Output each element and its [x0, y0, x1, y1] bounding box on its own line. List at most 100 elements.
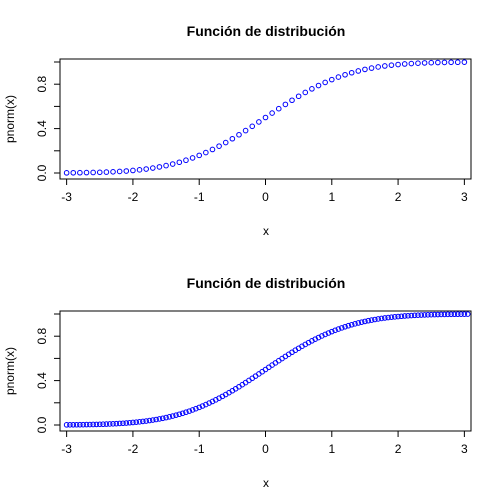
data-point	[289, 97, 295, 104]
data-point	[332, 327, 338, 334]
data-point	[130, 167, 136, 174]
data-point	[398, 313, 405, 320]
data-point	[299, 343, 305, 350]
data-point	[461, 311, 468, 317]
data-point	[355, 68, 362, 74]
data-point	[183, 157, 189, 164]
data-point	[63, 170, 70, 176]
data-point	[120, 420, 126, 427]
data-point	[83, 169, 90, 176]
data-point	[199, 403, 206, 409]
data-point	[100, 421, 106, 428]
data-point	[451, 311, 458, 318]
data-point	[80, 421, 87, 428]
data-point	[163, 162, 169, 169]
data-point	[348, 69, 355, 76]
data-point	[319, 333, 325, 339]
data-point	[411, 312, 418, 319]
data-point	[87, 421, 93, 428]
data-point	[150, 417, 156, 423]
data-point	[232, 385, 239, 392]
data-point	[249, 123, 256, 130]
data-point	[126, 419, 133, 426]
x-tick-label: 0	[262, 190, 269, 204]
data-point	[368, 65, 375, 71]
data-point	[435, 59, 441, 66]
data-point	[315, 82, 322, 89]
bottom-plot-x-axis: -3 -2 -1 0 1 2 3	[61, 431, 468, 456]
data-point	[388, 62, 395, 68]
data-point	[196, 404, 203, 411]
x-tick-label: -1	[194, 442, 205, 456]
data-point	[236, 131, 242, 138]
data-point	[136, 167, 143, 173]
data-point	[256, 119, 262, 125]
data-point	[454, 311, 461, 318]
data-point	[239, 381, 246, 388]
data-point	[156, 164, 163, 170]
data-point	[169, 413, 176, 419]
data-point	[292, 347, 299, 354]
data-point	[401, 61, 408, 67]
data-point	[448, 59, 454, 66]
bottom-plot-ylabel: pnorm(x)	[3, 347, 17, 395]
data-point	[77, 421, 83, 428]
y-tick-label: 0.0	[35, 416, 49, 433]
data-point	[408, 312, 415, 319]
data-point	[262, 114, 269, 121]
data-point	[401, 313, 408, 319]
x-tick-label: -3	[61, 190, 72, 204]
data-point	[189, 155, 196, 161]
data-point	[444, 311, 451, 318]
data-point	[368, 317, 375, 323]
x-tick-label: 2	[395, 442, 402, 456]
data-point	[395, 313, 401, 320]
data-point	[186, 408, 193, 414]
data-point	[382, 63, 388, 69]
data-point	[123, 420, 130, 426]
data-point	[335, 326, 342, 332]
y-tick-label: 0.4	[35, 120, 49, 137]
data-point	[93, 421, 100, 428]
data-point	[328, 328, 335, 335]
data-point	[206, 400, 212, 406]
data-point	[103, 421, 110, 427]
data-point	[116, 420, 123, 427]
data-point	[222, 139, 229, 146]
data-point	[279, 355, 285, 362]
data-point	[342, 323, 348, 330]
data-point	[428, 59, 435, 66]
data-point	[216, 143, 222, 149]
data-point	[272, 360, 279, 366]
data-point	[67, 422, 73, 428]
data-point	[203, 401, 209, 408]
data-point	[242, 127, 249, 134]
data-point	[140, 418, 146, 425]
data-point	[269, 110, 275, 116]
data-point	[189, 407, 196, 413]
data-point	[209, 146, 216, 153]
top-plot-xlabel: x	[263, 224, 269, 238]
data-point	[365, 317, 372, 324]
top-plot-points	[63, 59, 468, 176]
data-point	[259, 368, 265, 375]
data-point	[421, 60, 428, 66]
top-plot-ylabel: pnorm(x)	[3, 95, 17, 143]
top-plot-frame	[59, 58, 472, 180]
data-point	[382, 315, 388, 321]
data-point	[461, 59, 468, 65]
data-point	[90, 169, 96, 176]
data-point	[408, 60, 415, 67]
data-point	[252, 373, 259, 379]
data-point	[328, 76, 335, 83]
y-tick-label: 0.8	[35, 328, 49, 345]
x-tick-label: 3	[461, 442, 468, 456]
data-point	[282, 101, 289, 108]
data-point	[193, 405, 199, 412]
top-plot-y-axis: 0.0 0.4 0.8	[35, 61, 60, 181]
data-point	[348, 321, 355, 328]
bottom-plot-xlabel: x	[263, 476, 269, 490]
x-tick-label: -1	[194, 190, 205, 204]
data-point	[116, 168, 123, 175]
data-point	[428, 311, 435, 318]
